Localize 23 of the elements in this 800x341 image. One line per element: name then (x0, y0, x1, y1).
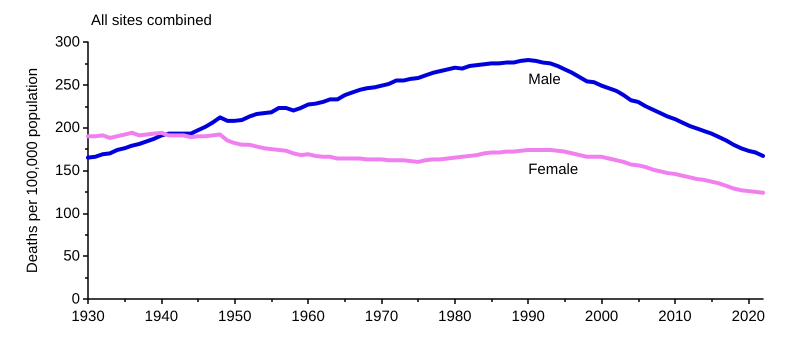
y-tick-label: 200 (54, 119, 80, 136)
y-tick-label: 0 (72, 290, 80, 308)
x-tick-label: 2020 (732, 308, 766, 325)
x-tick-label: 1940 (144, 308, 178, 325)
y-axis-title: Deaths per 100,000 population (24, 68, 41, 274)
x-tick-label: 1990 (512, 308, 545, 325)
y-tick-label: 50 (63, 248, 80, 265)
x-tick-label: 2000 (584, 308, 618, 325)
series-label: Male (528, 70, 561, 88)
series-label: Female (528, 160, 578, 178)
y-tick-label: 100 (54, 204, 80, 222)
y-tick-label: 150 (54, 162, 80, 179)
line-series (86, 130, 765, 195)
x-tick-label: 1930 (71, 308, 105, 325)
chart-title: All sites combined (91, 12, 212, 29)
x-tick-label: 2010 (658, 308, 692, 325)
y-tick-label: 300 (54, 34, 80, 50)
x-tick-label: 1980 (438, 308, 472, 325)
x-tick-label: 1960 (291, 308, 325, 325)
x-tick-label: 1970 (364, 308, 398, 325)
x-tick-label: 1950 (218, 308, 252, 325)
line-series (86, 58, 765, 160)
y-tick-label: 250 (54, 76, 80, 94)
